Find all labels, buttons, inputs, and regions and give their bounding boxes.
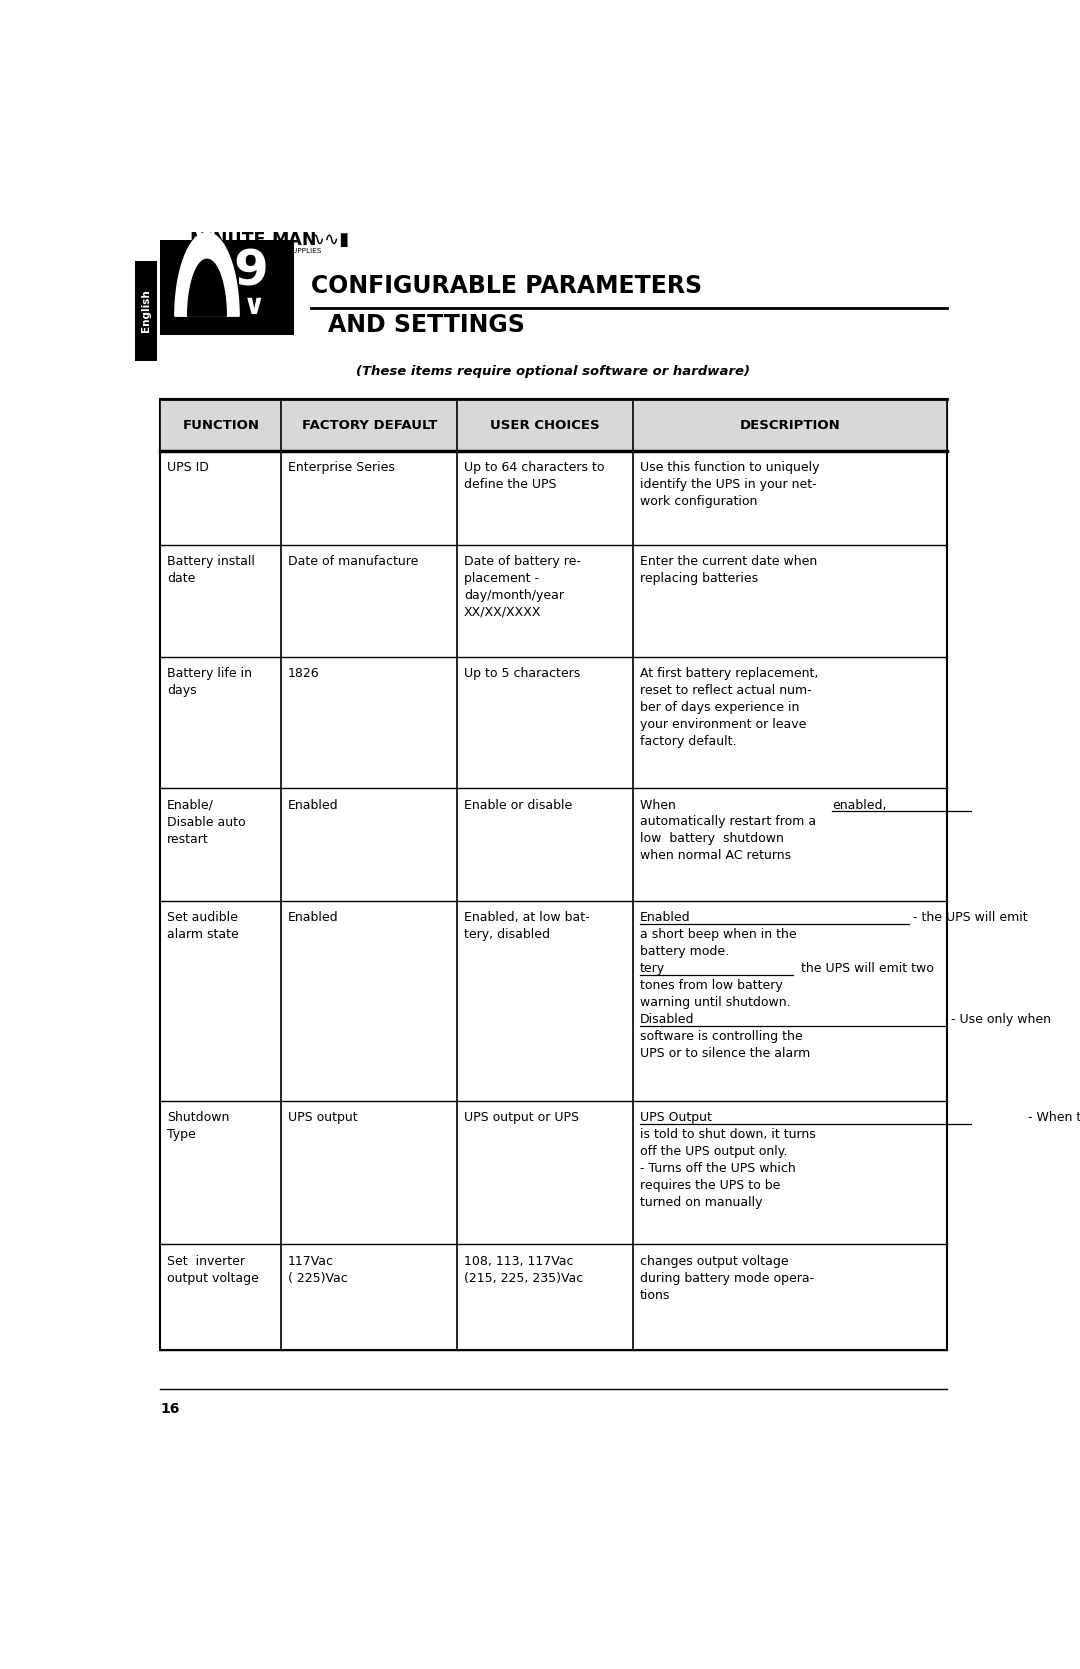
Text: UPS output: UPS output: [288, 1112, 357, 1123]
Text: MAN: MAN: [271, 230, 316, 249]
FancyBboxPatch shape: [160, 399, 947, 1350]
Text: Shutdown
Type: Shutdown Type: [166, 1112, 229, 1142]
Text: the UPS will emit two: the UPS will emit two: [794, 961, 934, 975]
Text: Enabled: Enabled: [288, 911, 339, 925]
Text: software is controlling the: software is controlling the: [639, 1030, 802, 1043]
FancyBboxPatch shape: [160, 399, 947, 451]
Text: DESCRIPTION: DESCRIPTION: [740, 419, 840, 432]
Text: when normal AC returns: when normal AC returns: [639, 850, 791, 863]
Text: - the UPS will emit: - the UPS will emit: [908, 911, 1027, 925]
Text: (These items require optional software or hardware): (These items require optional software o…: [356, 366, 751, 377]
Text: Enabled: Enabled: [639, 911, 690, 925]
Text: Enterprise Series: Enterprise Series: [288, 461, 395, 474]
Text: Battery life in
days: Battery life in days: [166, 668, 252, 698]
Text: ∿∿▮: ∿∿▮: [309, 230, 349, 249]
Text: CONFIGURABLE PARAMETERS: CONFIGURABLE PARAMETERS: [311, 274, 702, 297]
Text: Enter the current date when
replacing batteries: Enter the current date when replacing ba…: [639, 554, 816, 584]
Text: Up to 5 characters: Up to 5 characters: [464, 668, 580, 681]
Text: enabled,: enabled,: [832, 798, 887, 811]
Text: automatically restart from a: automatically restart from a: [639, 816, 815, 828]
Text: At first battery replacement,
reset to reflect actual num-
ber of days experienc: At first battery replacement, reset to r…: [639, 668, 818, 748]
Text: English: English: [140, 289, 151, 332]
Text: tones from low battery: tones from low battery: [639, 978, 783, 991]
Text: tery: tery: [639, 961, 665, 975]
Text: Enabled: Enabled: [288, 798, 339, 811]
Text: 117Vac
( 225)Vac: 117Vac ( 225)Vac: [288, 1255, 348, 1285]
Text: 108, 113, 117Vac
(215, 225, 235)Vac: 108, 113, 117Vac (215, 225, 235)Vac: [464, 1255, 583, 1285]
Text: low  battery  shutdown: low battery shutdown: [639, 833, 784, 846]
Text: a short beep when in the: a short beep when in the: [639, 928, 796, 941]
Polygon shape: [175, 232, 239, 315]
Text: turned on manually: turned on manually: [639, 1195, 762, 1208]
Text: Disabled: Disabled: [639, 1013, 694, 1026]
Text: off the UPS output only.: off the UPS output only.: [639, 1145, 791, 1158]
Text: UPS or to silence the alarm: UPS or to silence the alarm: [639, 1046, 810, 1060]
Polygon shape: [188, 259, 227, 315]
Text: Up to 64 characters to
define the UPS: Up to 64 characters to define the UPS: [464, 461, 605, 491]
Text: UNINTERRUPTIBLE POWER SUPPLIES: UNINTERRUPTIBLE POWER SUPPLIES: [189, 247, 322, 254]
Text: Date of battery re-
placement -
day/month/year
XX/XX/XXXX: Date of battery re- placement - day/mont…: [464, 554, 581, 619]
Text: 16: 16: [160, 1402, 179, 1415]
Text: FACTORY DEFAULT: FACTORY DEFAULT: [301, 419, 437, 432]
Text: Enabled, at low bat-
tery, disabled: Enabled, at low bat- tery, disabled: [464, 911, 590, 941]
Text: Battery install
date: Battery install date: [166, 554, 255, 584]
Text: UPS Output: UPS Output: [639, 1112, 712, 1123]
Text: changes output voltage
during battery mode opera-
tions: changes output voltage during battery mo…: [639, 1255, 814, 1302]
Text: When: When: [639, 798, 679, 811]
Text: ∨: ∨: [243, 292, 265, 320]
Text: Use this function to uniquely
identify the UPS in your net-
work configuration: Use this function to uniquely identify t…: [639, 461, 820, 507]
FancyBboxPatch shape: [160, 240, 294, 335]
Text: Date of manufacture: Date of manufacture: [288, 554, 419, 567]
Text: warning until shutdown.: warning until shutdown.: [639, 996, 791, 1008]
Text: - Use only when: - Use only when: [947, 1013, 1051, 1026]
Text: Enable/
Disable auto
restart: Enable/ Disable auto restart: [166, 798, 245, 846]
Text: is told to shut down, it turns: is told to shut down, it turns: [639, 1128, 815, 1142]
Text: USER CHOICES: USER CHOICES: [490, 419, 600, 432]
Text: 1826: 1826: [288, 668, 320, 681]
Text: MINUTE: MINUTE: [189, 230, 266, 249]
Text: Set audible
alarm state: Set audible alarm state: [166, 911, 239, 941]
Text: Set  inverter
output voltage: Set inverter output voltage: [166, 1255, 259, 1285]
Text: UPS ID: UPS ID: [166, 461, 208, 474]
Text: 9: 9: [233, 247, 269, 295]
FancyBboxPatch shape: [135, 260, 157, 361]
Text: FUNCTION: FUNCTION: [183, 419, 259, 432]
Text: Enable or disable: Enable or disable: [464, 798, 572, 811]
Text: requires the UPS to be: requires the UPS to be: [639, 1178, 780, 1192]
Text: - Turns off the UPS which: - Turns off the UPS which: [639, 1162, 796, 1175]
Text: - When the UPS: - When the UPS: [1024, 1112, 1080, 1123]
Text: battery mode.: battery mode.: [639, 945, 733, 958]
Text: UPS output or UPS: UPS output or UPS: [464, 1112, 579, 1123]
Text: AND SETTINGS: AND SETTINGS: [327, 314, 525, 337]
